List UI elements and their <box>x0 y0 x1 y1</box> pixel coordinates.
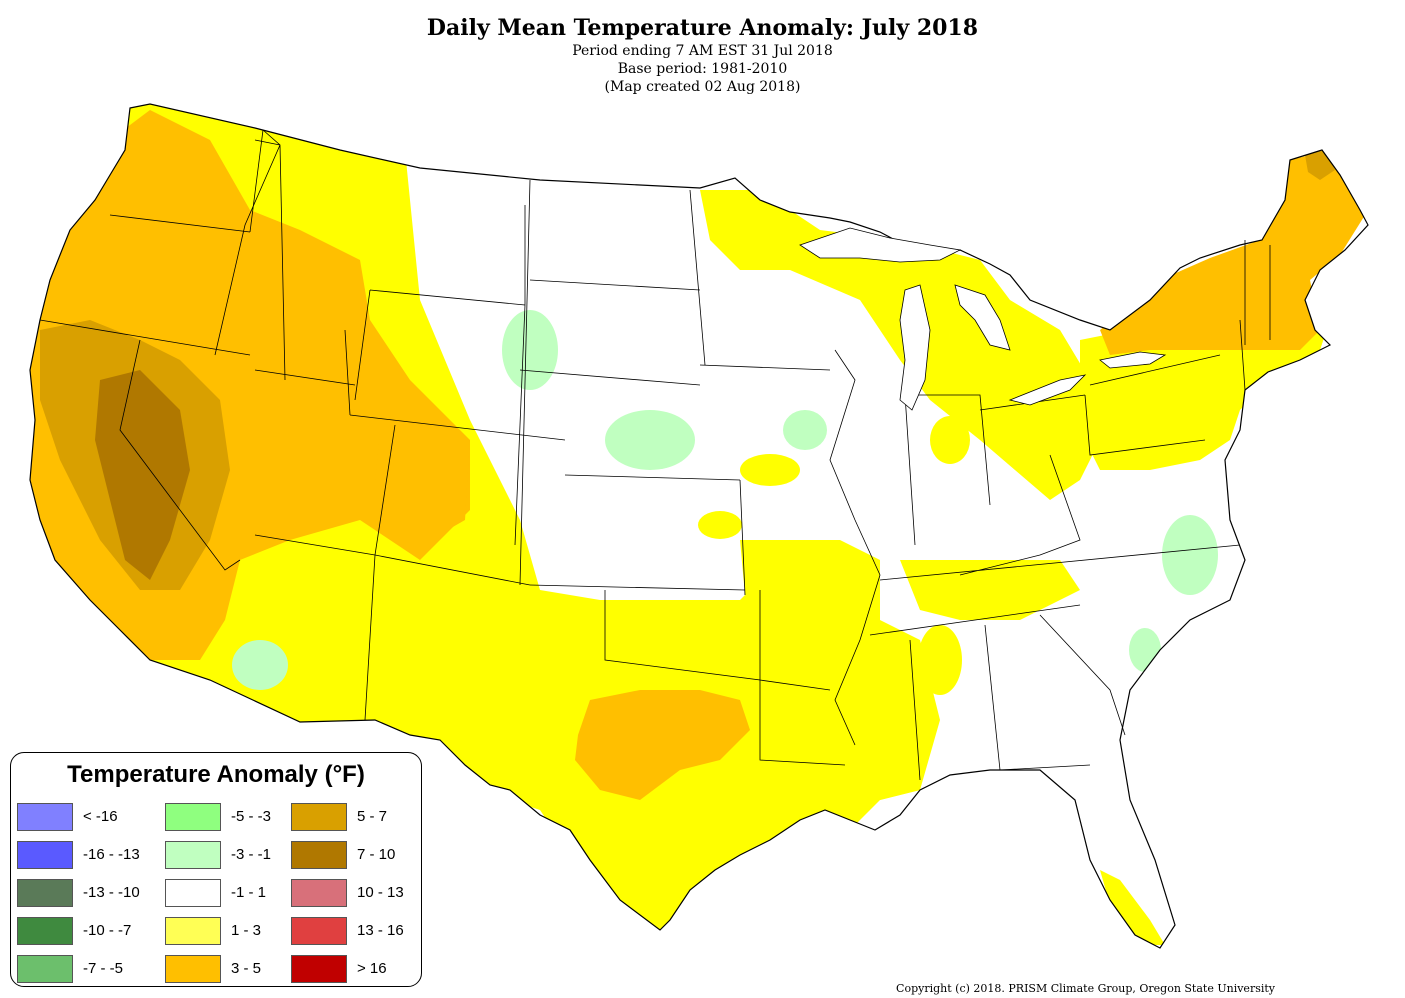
anomaly-patch-carolina-minus1-3 <box>1129 628 1161 672</box>
map-created-date: (Map created 02 Aug 2018) <box>604 79 801 95</box>
anomaly-patch-missouri-1-3 <box>740 454 800 486</box>
legend-label: > 16 <box>357 960 387 977</box>
boundary-east <box>869 240 1271 781</box>
anomaly-region-texas-3-5 <box>575 690 750 800</box>
boundary-plains <box>519 179 881 766</box>
legend: Temperature Anomaly (°F) < -16 -16 - -13 -… <box>10 752 422 987</box>
legend-label: -10 - -7 <box>83 922 132 939</box>
legend-title: Temperature Anomaly (°F) <box>67 761 365 788</box>
legend-swatch <box>291 841 347 869</box>
legend-swatch <box>291 879 347 907</box>
legend-swatch <box>291 917 347 945</box>
legend-swatch <box>165 955 221 983</box>
legend-label: -1 - 1 <box>231 884 267 901</box>
anomaly-patch-sd-minus1-3 <box>502 310 558 390</box>
legend-swatch <box>165 841 221 869</box>
legend-label: -13 - -10 <box>83 884 140 901</box>
legend-swatch <box>17 841 73 869</box>
legend-label: 5 - 7 <box>357 808 388 825</box>
legend-label: 13 - 16 <box>357 922 404 939</box>
legend-swatch <box>165 879 221 907</box>
legend-swatch <box>165 803 221 831</box>
legend-swatch <box>291 803 347 831</box>
great-lakes <box>799 227 1167 411</box>
legend-label: 3 - 5 <box>231 960 262 977</box>
anomaly-region-florida-1-3 <box>1100 870 1165 945</box>
legend-swatch <box>17 803 73 831</box>
legend-label: 7 - 10 <box>357 846 396 863</box>
legend-swatch <box>17 917 73 945</box>
legend-label: < -16 <box>83 808 118 825</box>
anomaly-patch-alabama-1-3 <box>918 625 962 695</box>
anomaly-region-south-central-1-3 <box>740 540 940 800</box>
anomaly-region-new-england-3-5 <box>1100 150 1365 355</box>
anomaly-patch-kansas-1-3 <box>698 511 742 539</box>
anomaly-region-ohio-valley-1-3 <box>900 560 1080 620</box>
anomaly-patch-nebraska-minus1-3 <box>605 410 695 470</box>
legend-label: -7 - -5 <box>83 960 124 977</box>
legend-swatch <box>165 917 221 945</box>
copyright-notice: Copyright (c) 2018. PRISM Climate Group,… <box>896 982 1275 995</box>
lake-superior <box>799 227 962 263</box>
map-header: Daily Mean Temperature Anomaly: July 201… <box>0 14 1405 96</box>
boundary-west <box>39 129 566 721</box>
legend-swatch <box>17 879 73 907</box>
map-period: Period ending 7 AM EST 31 Jul 2018 <box>572 43 833 59</box>
legend-swatch <box>291 955 347 983</box>
legend-swatch <box>17 955 73 983</box>
lake-ontario <box>1099 351 1167 369</box>
anomaly-patch-arizona-minus1-3 <box>232 640 288 690</box>
map-base-period: Base period: 1981-2010 <box>617 61 788 77</box>
legend-label: -16 - -13 <box>83 846 140 863</box>
map-title: Daily Mean Temperature Anomaly: July 201… <box>426 15 979 41</box>
anomaly-patch-iowa-minus1-3 <box>783 410 827 450</box>
lake-michigan <box>899 284 931 411</box>
legend-label: -5 - -3 <box>231 808 272 825</box>
anomaly-region-nevada-7-10 <box>95 370 190 580</box>
anomaly-patch-virginia-minus1-3 <box>1162 515 1218 595</box>
lake-huron <box>954 284 1011 351</box>
legend-label: 10 - 13 <box>357 884 404 901</box>
anomaly-region-colorado-3-5 <box>375 420 470 540</box>
lake-erie <box>1008 374 1087 406</box>
legend-label: -3 - -1 <box>231 846 272 863</box>
state-boundaries <box>39 129 1271 781</box>
anomaly-patch-indiana-1-3 <box>930 416 970 464</box>
legend-label: 1 - 3 <box>231 922 262 939</box>
